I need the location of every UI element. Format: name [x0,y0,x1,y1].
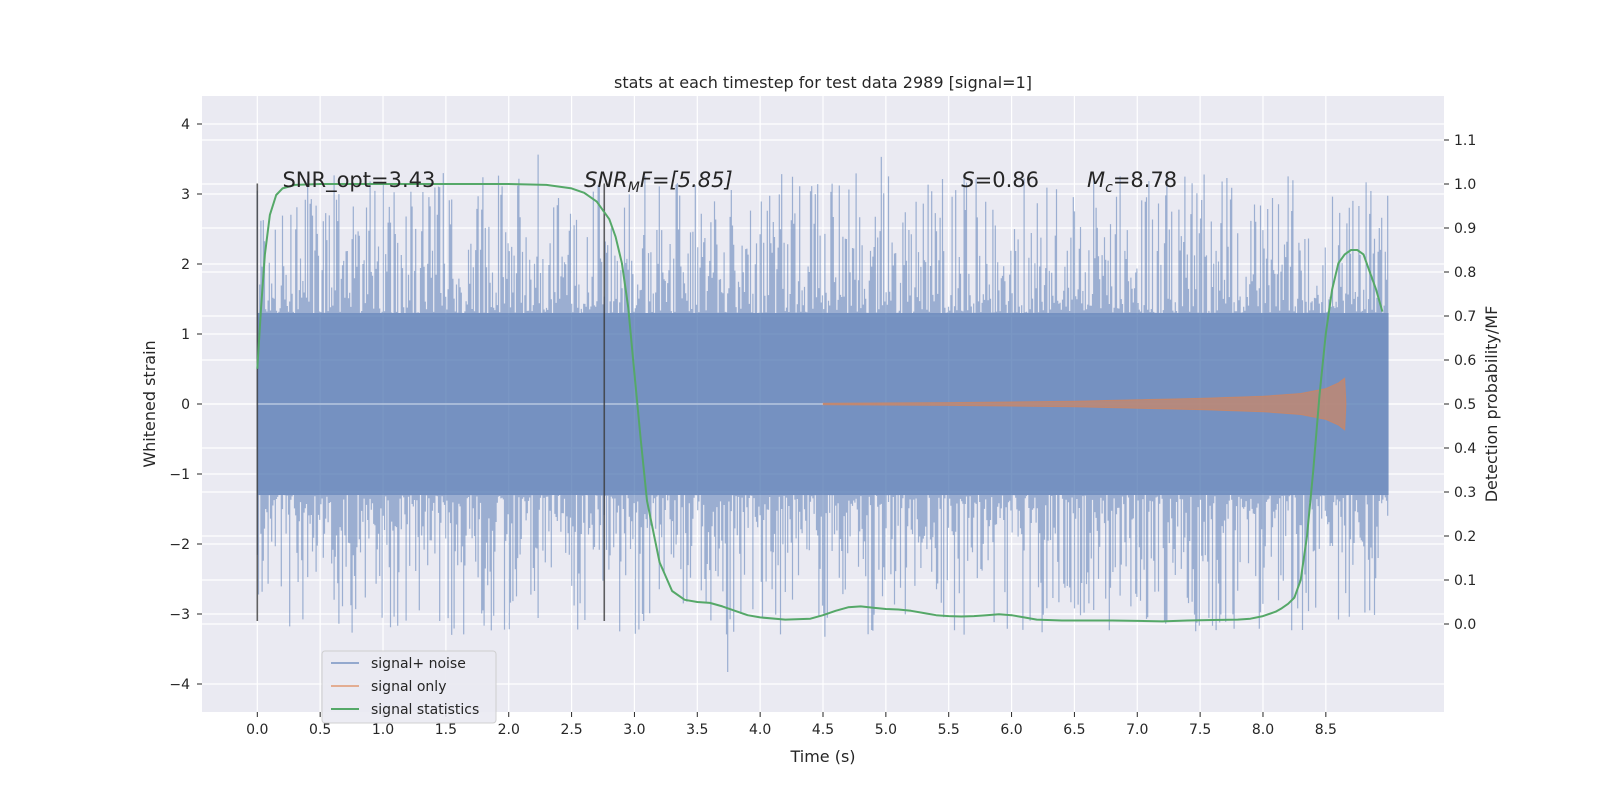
y-left-tick-label: −3 [169,607,190,623]
x-tick-label: 7.0 [1126,722,1148,738]
y-right-tick-label: 0.7 [1454,309,1476,325]
legend-label-signal-only: signal only [371,679,446,695]
y-right-tick-label: 1.1 [1454,133,1476,149]
y-left-tick-label: −1 [169,467,190,483]
x-tick-label: 6.5 [1063,722,1085,738]
y-axis-left-ticks: −4 −3 −2 −1 0 1 2 3 4 [169,117,202,693]
y-right-tick-label: 0.4 [1454,441,1476,457]
x-tick-label: 8.5 [1315,722,1337,738]
y-axis-right-ticks: 0.0 0.1 0.2 0.3 0.4 0.5 0.6 0.7 0.8 0.9 1.0 1.1 [1444,133,1476,633]
annotation-spin: S=0.86 [961,168,1039,192]
y-axis-left-label: Whitened strain [140,340,159,467]
y-left-tick-label: 0 [181,397,190,413]
y-right-tick-label: 0.9 [1454,221,1476,237]
y-left-tick-label: 3 [181,187,190,203]
x-tick-label: 4.0 [749,722,771,738]
x-axis-ticks: 0.0 0.5 1.0 1.5 2.0 2.5 3.0 3.5 4.0 4.5 5.0 5.5 6.0 6… [246,712,1337,738]
x-tick-label: 3.0 [623,722,645,738]
legend: signal+ noise signal only signal statist… [321,650,497,724]
y-right-tick-label: 1.0 [1454,177,1476,193]
annotation-snr-mf: SNRMF=[5.85] [584,168,733,196]
y-right-tick-label: 0.8 [1454,265,1476,281]
x-tick-label: 3.5 [686,722,708,738]
annotations: SNR_opt=3.43 SNRMF=[5.85] S=0.86 Mc=8.78 [282,168,1177,196]
x-tick-label: 8.0 [1252,722,1274,738]
annotation-snr-opt: SNR_opt=3.43 [282,168,435,193]
x-tick-label: 6.0 [1000,722,1022,738]
statistics-line [256,183,1384,623]
series-signal-statistics [256,183,1384,623]
x-tick-label: 0.5 [309,722,331,738]
legend-label-signal-noise: signal+ noise [371,656,466,672]
legend-box [321,650,497,724]
x-tick-label: 5.5 [938,722,960,738]
series-signal-only [257,377,1347,431]
y-left-tick-label: −2 [169,537,190,553]
y-right-tick-label: 0.5 [1454,397,1476,413]
x-tick-label: 0.0 [246,722,268,738]
x-tick-label: 4.5 [812,722,834,738]
vertical-markers [256,183,606,621]
x-axis-label: Time (s) [789,747,855,766]
y-left-tick-label: 1 [181,327,190,343]
y-left-tick-label: −4 [169,677,190,693]
y-right-tick-label: 0.2 [1454,529,1476,545]
y-left-tick-label: 2 [181,257,190,273]
y-axis-right-label: Detection probability/MF [1482,306,1501,503]
y-right-tick-label: 0.1 [1454,573,1476,589]
y-right-tick-label: 0.6 [1454,353,1476,369]
x-tick-label: 2.0 [498,722,520,738]
x-tick-label: 5.0 [875,722,897,738]
chart-title: stats at each timestep for test data 298… [614,73,1032,92]
signal-envelope [822,377,1347,431]
x-tick-label: 7.5 [1189,722,1211,738]
x-tick-label: 1.5 [435,722,457,738]
annotation-chirp-mass: Mc=8.78 [1087,168,1177,196]
y-right-tick-label: 0.3 [1454,485,1476,501]
x-tick-label: 1.0 [372,722,394,738]
y-left-tick-label: 4 [181,117,190,133]
y-right-tick-label: 0.0 [1454,617,1476,633]
legend-label-signal-statistics: signal statistics [371,702,479,718]
x-tick-label: 2.5 [560,722,582,738]
